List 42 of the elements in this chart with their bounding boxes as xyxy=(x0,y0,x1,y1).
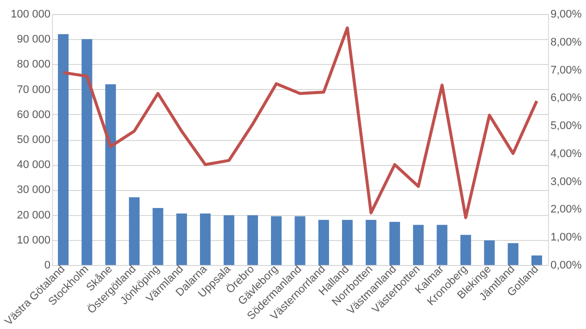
y-tick-label: 20 000 xyxy=(16,209,50,222)
y2-tick-label: 2,00% xyxy=(550,204,582,216)
y-tick-label: 100 000 xyxy=(10,8,50,20)
y2-tick-label: 8,00% xyxy=(550,36,582,48)
bar xyxy=(366,220,376,265)
y-tick-label: 90 000 xyxy=(16,34,50,46)
bar xyxy=(531,255,542,265)
y2-tick-label: 3,00% xyxy=(550,176,582,188)
bar xyxy=(436,224,448,265)
y2-tick-label: 0,00% xyxy=(550,260,582,272)
bar xyxy=(247,215,258,265)
y-tick-label: 10 000 xyxy=(16,234,50,246)
bar xyxy=(58,34,69,265)
bar xyxy=(82,39,92,265)
y2-tick-label: 9,00% xyxy=(550,8,582,20)
y2-tick-label: 6,00% xyxy=(550,92,582,104)
y-tick-label: 40 000 xyxy=(16,159,50,172)
bar xyxy=(128,197,140,265)
bar xyxy=(460,234,472,265)
bar xyxy=(200,214,211,265)
bar xyxy=(413,224,424,265)
y-tick-label: 50 000 xyxy=(16,134,50,146)
y-tick-label: 30 000 xyxy=(16,184,50,196)
y2-tick-label: 4,00% xyxy=(550,148,582,160)
bar xyxy=(176,214,187,265)
bar xyxy=(318,220,329,265)
bar xyxy=(152,208,164,265)
bar xyxy=(484,240,495,265)
y2-tick-label: 7,00% xyxy=(550,64,582,76)
bar xyxy=(389,222,400,265)
bar xyxy=(294,216,306,265)
y-tick-label: 70 000 xyxy=(16,84,50,96)
y2-tick-label: 1,00% xyxy=(550,232,582,244)
bar xyxy=(271,216,282,265)
line-series xyxy=(62,26,538,220)
y-tick-label: 80 000 xyxy=(16,58,50,71)
y-tick-label: 60 000 xyxy=(16,108,50,121)
bar xyxy=(508,243,518,265)
bar xyxy=(105,84,116,265)
y2-tick-label: 5,00% xyxy=(550,120,582,132)
bar xyxy=(224,215,234,265)
bar xyxy=(342,220,353,265)
